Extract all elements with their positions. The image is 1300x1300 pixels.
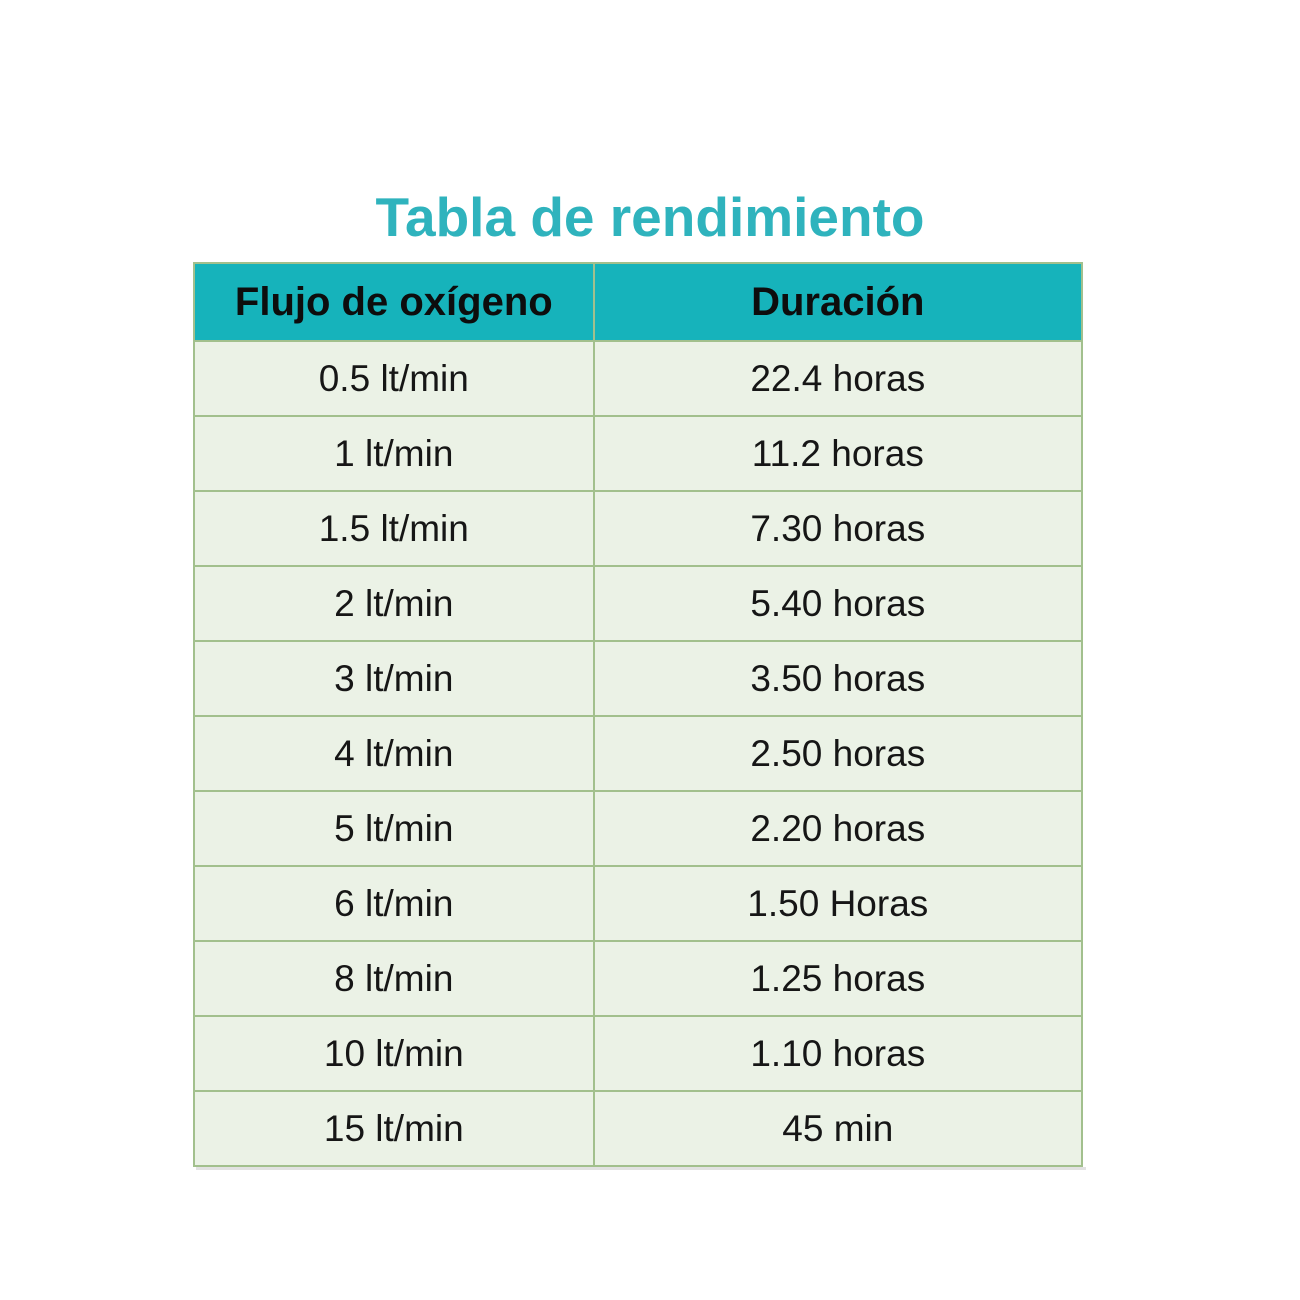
table-header-row: Flujo de oxígeno Duración [193, 262, 1084, 342]
flow-value: 6 lt/min [193, 865, 595, 942]
flow-value: 3 lt/min [193, 640, 595, 717]
flow-value: 4 lt/min [193, 715, 595, 792]
duration-value: 2.50 horas [592, 715, 1084, 792]
flow-value: 5 lt/min [193, 790, 595, 867]
duration-value: 2.20 horas [592, 790, 1084, 867]
table-row: 15 lt/min 45 min [193, 1090, 1084, 1167]
table-bottom-shadow [196, 1167, 1086, 1170]
duration-value: 1.50 Horas [592, 865, 1084, 942]
flow-value: 10 lt/min [193, 1015, 595, 1092]
duration-value: 22.4 horas [592, 340, 1084, 417]
table-row: 1.5 lt/min 7.30 horas [193, 490, 1084, 567]
duration-value: 45 min [592, 1090, 1084, 1167]
flow-value: 8 lt/min [193, 940, 595, 1017]
page-title: Tabla de rendimiento [375, 185, 925, 248]
flow-value: 1.5 lt/min [193, 490, 595, 567]
table-row: 0.5 lt/min 22.4 horas [193, 340, 1084, 417]
table-row: 6 lt/min 1.50 Horas [193, 865, 1084, 942]
flow-value: 1 lt/min [193, 415, 595, 492]
column-header-flujo: Flujo de oxígeno [193, 262, 595, 342]
table-row: 8 lt/min 1.25 horas [193, 940, 1084, 1017]
flow-value: 2 lt/min [193, 565, 595, 642]
table-row: 4 lt/min 2.50 horas [193, 715, 1084, 792]
duration-value: 1.10 horas [592, 1015, 1084, 1092]
duration-value: 7.30 horas [592, 490, 1084, 567]
performance-table: Flujo de oxígeno Duración 0.5 lt/min 22.… [193, 262, 1084, 1167]
duration-value: 1.25 horas [592, 940, 1084, 1017]
table-row: 2 lt/min 5.40 horas [193, 565, 1084, 642]
column-header-duracion: Duración [592, 262, 1084, 342]
table-row: 5 lt/min 2.20 horas [193, 790, 1084, 867]
duration-value: 3.50 horas [592, 640, 1084, 717]
flow-value: 0.5 lt/min [193, 340, 595, 417]
duration-value: 5.40 horas [592, 565, 1084, 642]
flow-value: 15 lt/min [193, 1090, 595, 1167]
table-row: 1 lt/min 11.2 horas [193, 415, 1084, 492]
duration-value: 11.2 horas [592, 415, 1084, 492]
table-row: 10 lt/min 1.10 horas [193, 1015, 1084, 1092]
table-row: 3 lt/min 3.50 horas [193, 640, 1084, 717]
